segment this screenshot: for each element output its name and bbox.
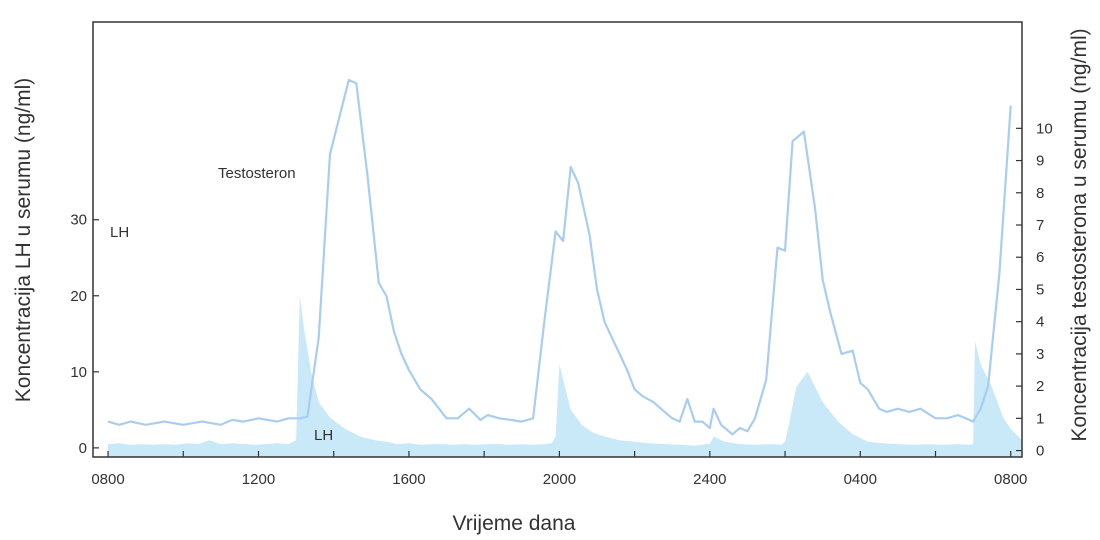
- y-right-tick-label: 10: [1036, 120, 1053, 137]
- testosteron-annotation: Testosteron: [218, 165, 296, 182]
- lh-annotation-bottom: LH: [314, 427, 333, 444]
- lh-series: [108, 295, 1022, 457]
- y-right-tick-label: 6: [1036, 249, 1044, 266]
- testosteron-series: [107, 78, 1012, 436]
- y-right-tick-label: 3: [1036, 346, 1044, 363]
- x-tick-label: 0800: [91, 471, 124, 488]
- y-right-tick-label: 7: [1036, 217, 1044, 234]
- y-left-tick-label: 30: [70, 212, 87, 229]
- y-left-tick-label: 20: [70, 288, 87, 305]
- y-axis-right: 0 1 2 3 4 5 6 7 8 9 10: [1016, 120, 1053, 460]
- lh-annotation-left: LH: [110, 224, 129, 241]
- y-right-tick-label: 5: [1036, 281, 1044, 298]
- y-left-tick-label: 10: [70, 364, 87, 381]
- y-right-tick-label: 8: [1036, 185, 1044, 202]
- y-axis-left: 0 10 20 30: [70, 212, 99, 457]
- y-right-tick-label: 2: [1036, 378, 1044, 395]
- y-right-tick-label: 4: [1036, 314, 1044, 331]
- x-tick-label: 1600: [392, 471, 425, 488]
- lh-area: [108, 295, 1022, 457]
- x-tick-label: 1200: [242, 471, 275, 488]
- y-left-tick-label: 0: [79, 440, 87, 457]
- y-right-tick-label: 0: [1036, 443, 1044, 460]
- x-axis: 0800 1200 1600 2000 2400 0400 0800: [91, 451, 1027, 488]
- y-axis-right-title: Koncentracija testosterona u serumu (ng/…: [1068, 28, 1091, 441]
- y-axis-left-title: Koncentracija LH u serumu (ng/ml): [12, 78, 35, 402]
- x-tick-label: 2000: [543, 471, 576, 488]
- testosteron-line: [107, 78, 1012, 436]
- y-right-tick-label: 1: [1036, 410, 1044, 427]
- x-tick-label: 2400: [693, 471, 726, 488]
- y-right-tick-label: 9: [1036, 153, 1044, 170]
- x-tick-label: 0400: [844, 471, 877, 488]
- x-tick-label: 0800: [994, 471, 1027, 488]
- plot-frame: [92, 21, 1023, 458]
- x-axis-title: Vrijeme dana: [453, 512, 576, 535]
